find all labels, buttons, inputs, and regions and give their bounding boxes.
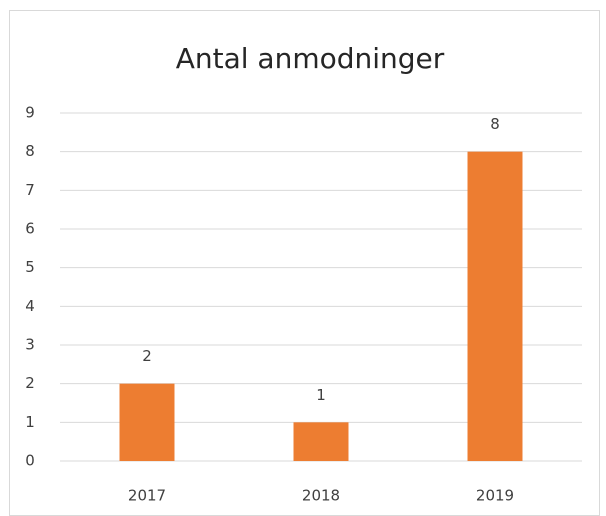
data-label: 1 (316, 386, 326, 404)
y-tick-label: 7 (25, 181, 35, 199)
bar (119, 383, 175, 461)
y-tick-label: 9 (25, 104, 35, 122)
x-tick-label: 2017 (128, 487, 166, 505)
bar (467, 151, 523, 461)
y-tick-label: 0 (25, 452, 35, 470)
y-tick-label: 5 (25, 258, 35, 276)
y-tick-label: 2 (25, 374, 35, 392)
data-label: 8 (490, 115, 500, 133)
y-tick-label: 6 (25, 220, 35, 238)
y-tick-label: 1 (25, 413, 35, 431)
y-tick-label: 4 (25, 297, 35, 315)
y-tick-label: 8 (25, 142, 35, 160)
x-tick-label: 2019 (476, 487, 514, 505)
bar (293, 422, 349, 461)
y-tick-label: 3 (25, 336, 35, 354)
chart-title: Antal anmodninger (176, 42, 445, 75)
data-label: 2 (142, 347, 152, 365)
x-tick-label: 2018 (302, 487, 340, 505)
